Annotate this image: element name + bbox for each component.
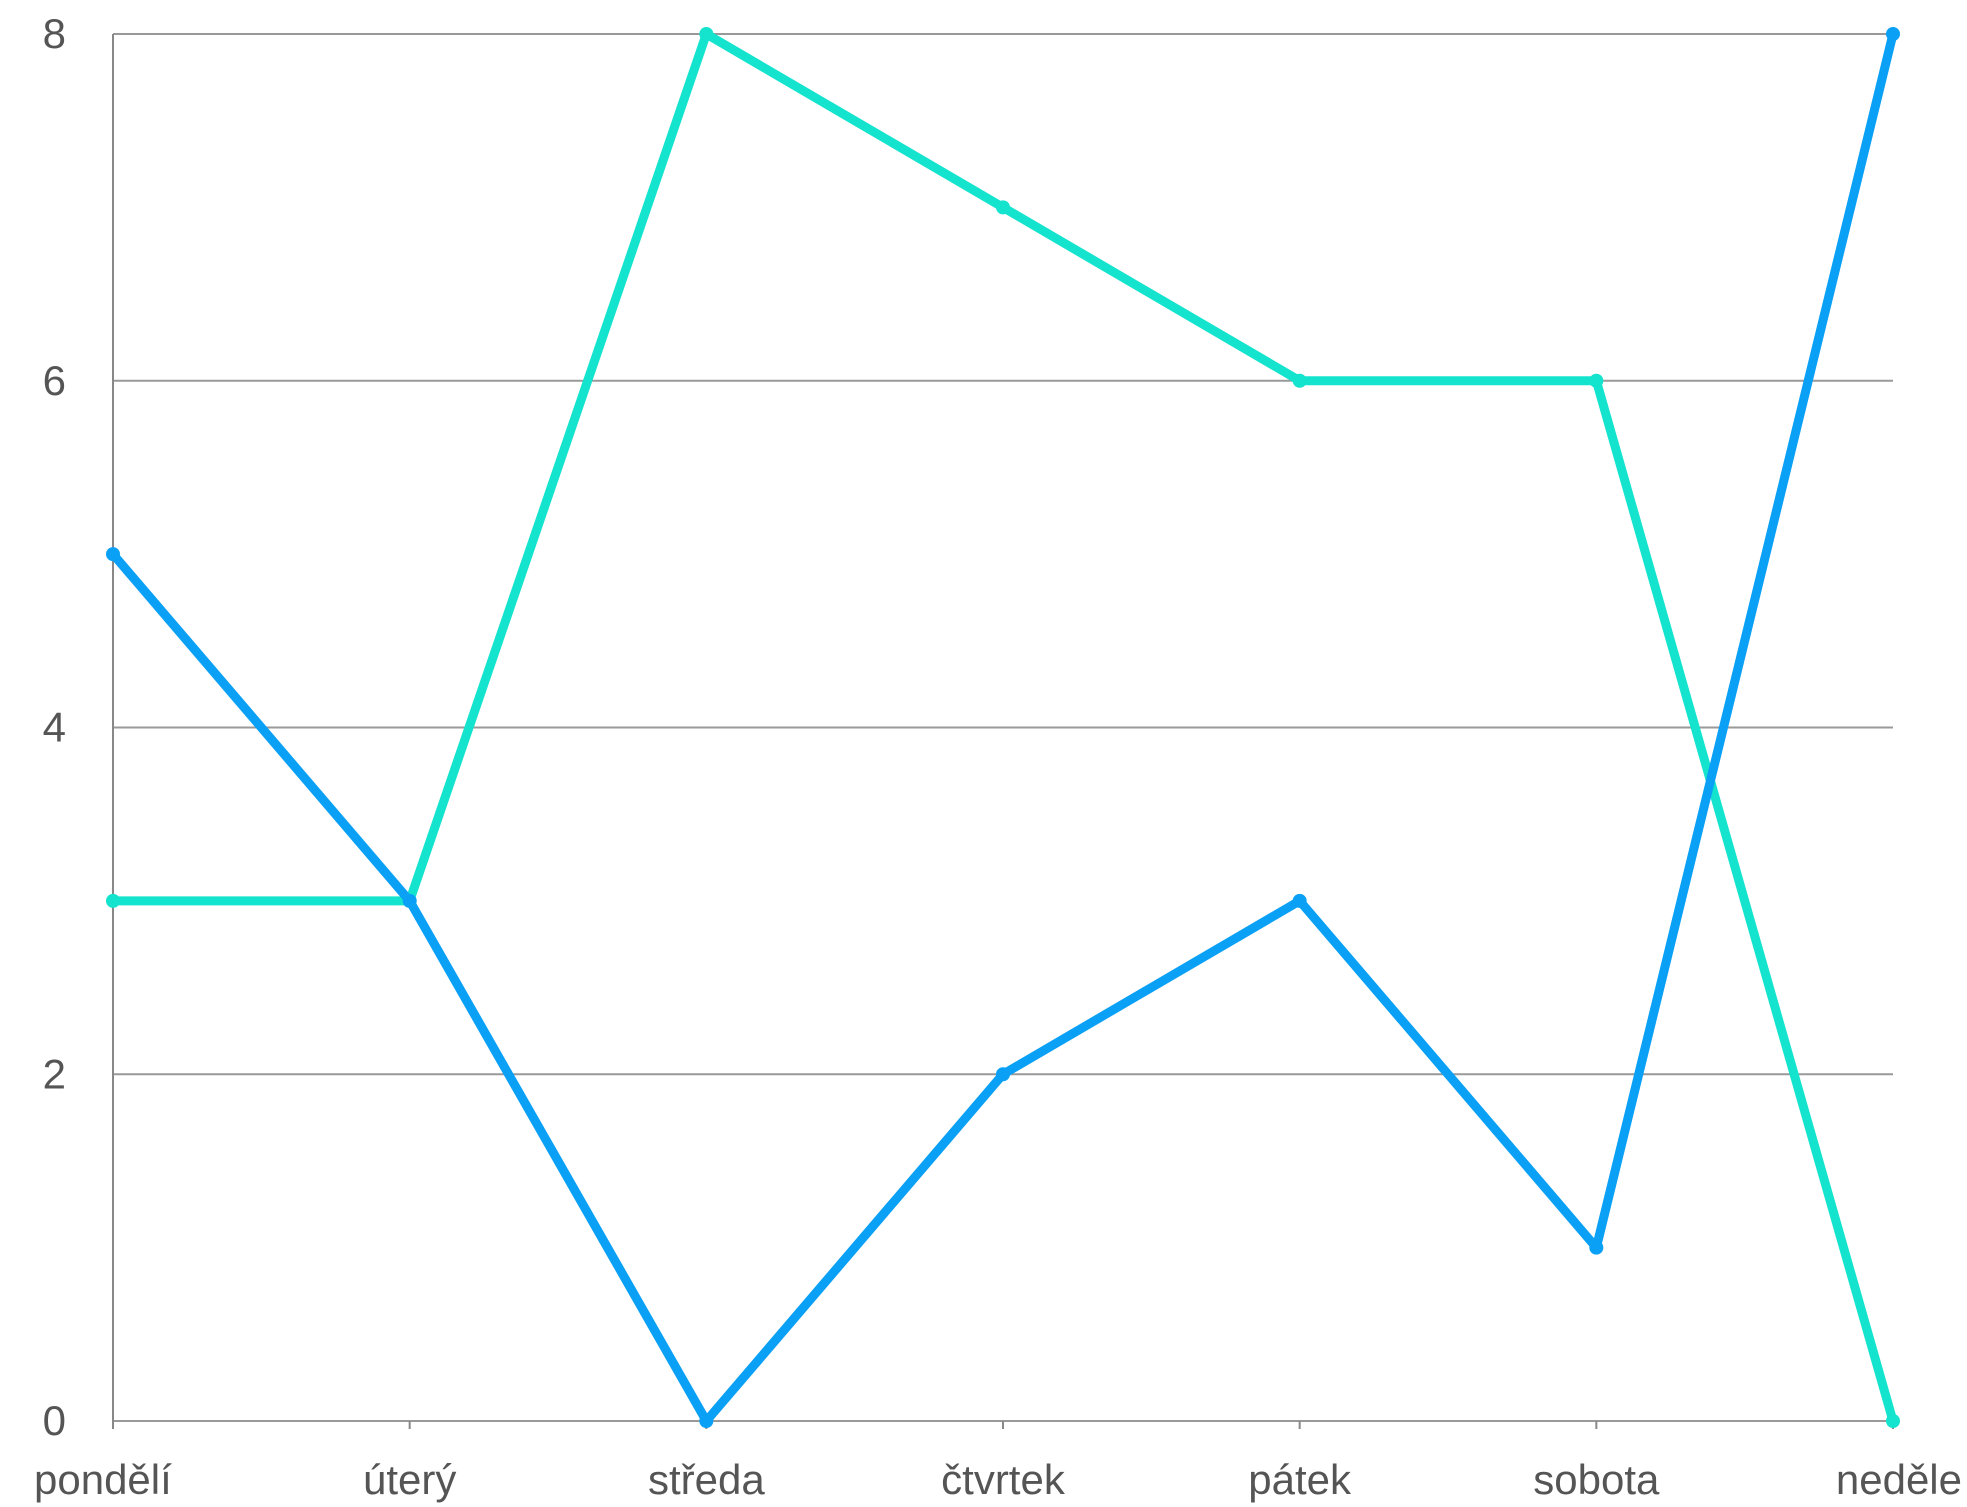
series-1-point <box>1292 373 1307 388</box>
axes <box>112 34 1894 1429</box>
x-tick-label: středa <box>648 1456 765 1503</box>
x-tick-label: čtvrtek <box>941 1456 1066 1503</box>
series-2-point <box>1589 1240 1604 1255</box>
series-1-point <box>1589 373 1604 388</box>
x-tick-label: sobota <box>1533 1456 1660 1503</box>
y-tick-label: 4 <box>43 704 66 751</box>
series-1-point <box>699 27 714 41</box>
series-2-point <box>1886 27 1900 41</box>
x-tick-label: úterý <box>363 1456 456 1503</box>
series-1-point <box>996 200 1010 215</box>
x-tick-label: neděle <box>1836 1456 1962 1503</box>
series-2-point <box>1292 893 1307 908</box>
series-1-point <box>1886 1414 1900 1428</box>
x-tick-label: pondělí <box>34 1456 172 1503</box>
y-tick-label: 8 <box>43 10 66 57</box>
y-tick-label: 0 <box>43 1397 66 1444</box>
series-group <box>106 27 1900 1428</box>
x-axis-tick-labels: pondělí úterý středa čtvrtek pátek sobota nedě… <box>34 1456 1962 1503</box>
series-2-point <box>106 547 120 562</box>
y-tick-label: 6 <box>43 357 66 404</box>
series-2-point <box>996 1067 1010 1082</box>
y-axis-tick-labels: 0 2 4 6 8 <box>43 10 66 1444</box>
series-2-point <box>699 1414 714 1428</box>
y-tick-label: 2 <box>43 1050 66 1097</box>
series-2-point <box>402 893 417 908</box>
x-tick-label: pátek <box>1248 1456 1352 1503</box>
series-1-point <box>106 893 120 908</box>
grid-lines <box>113 33 1893 1422</box>
